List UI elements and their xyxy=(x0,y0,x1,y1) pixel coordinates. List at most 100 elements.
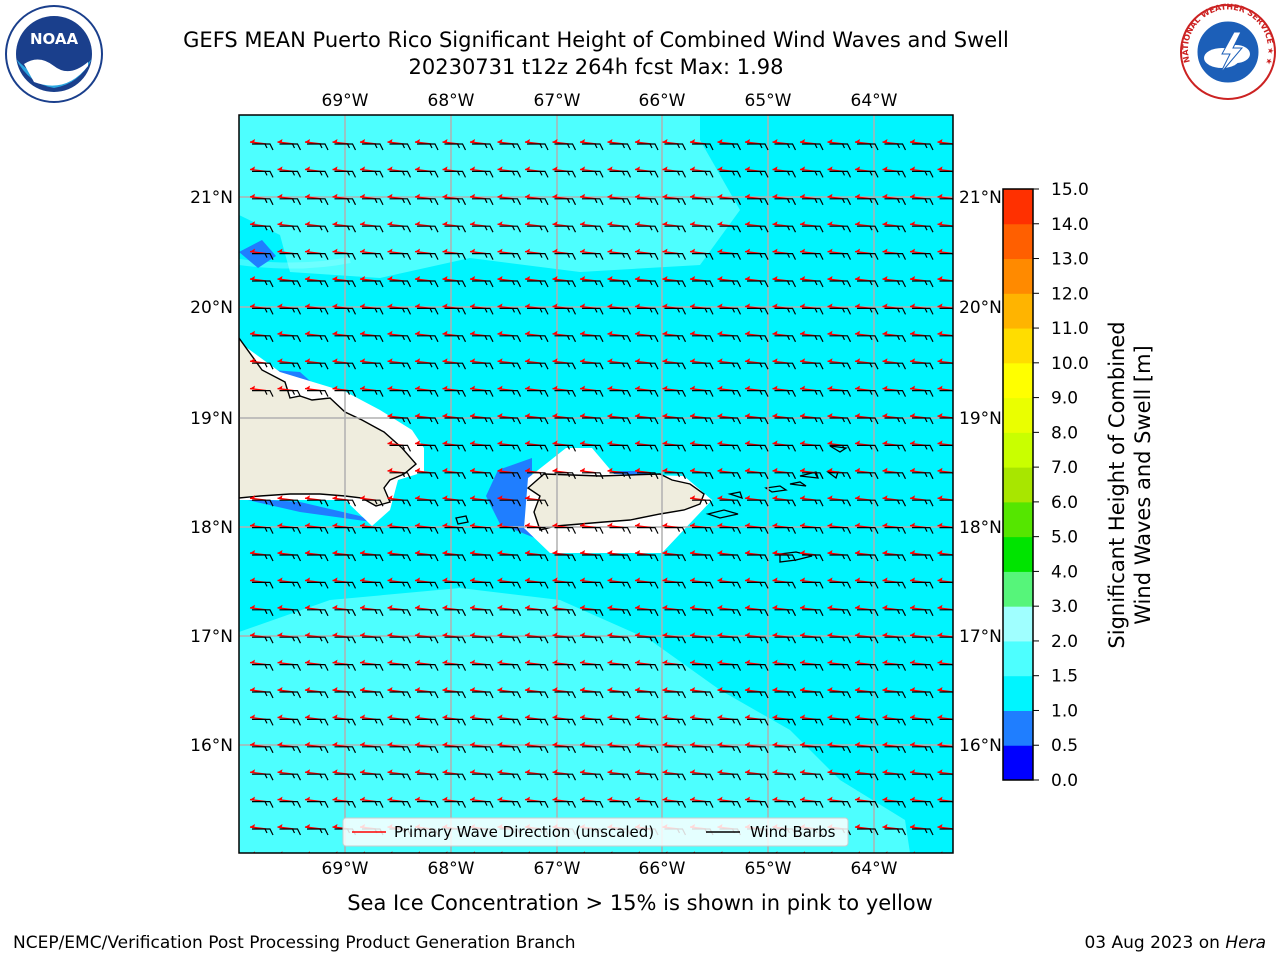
wind-barb xyxy=(417,417,439,425)
wave-arrow-head xyxy=(937,166,943,171)
wind-barb xyxy=(527,143,549,151)
wind-barb xyxy=(554,554,577,562)
wind-barb xyxy=(362,362,384,370)
wind-barb xyxy=(252,225,274,233)
wind-barb xyxy=(472,581,494,589)
wave-arrow-head xyxy=(772,796,778,801)
wind-barb xyxy=(857,225,879,233)
wind-barb xyxy=(664,636,687,644)
wind-barb xyxy=(499,225,522,233)
wind-barb xyxy=(692,636,714,644)
wave-arrow-head xyxy=(745,659,750,664)
longitude-label-top: 65°W xyxy=(745,91,792,111)
footer-date-text: 03 Aug 2023 on xyxy=(1084,933,1226,953)
island-st-thomas xyxy=(764,485,788,493)
wind-barb xyxy=(884,554,907,562)
wave-arrow-head xyxy=(277,659,283,664)
wave-arrow-head xyxy=(442,166,448,171)
wind-barb xyxy=(527,417,549,425)
wind-barb xyxy=(417,143,439,151)
wave-arrow-head xyxy=(332,687,338,691)
wind-barb xyxy=(362,636,384,644)
wave-arrow-head xyxy=(745,166,750,171)
wind-barb xyxy=(884,581,907,589)
wave-arrow-head xyxy=(800,276,805,280)
wave-arrow-head xyxy=(662,440,668,445)
wind-barb xyxy=(829,280,852,288)
wind-barb xyxy=(472,554,494,562)
wind-barb xyxy=(747,198,769,206)
colorbar-segment xyxy=(1003,397,1033,433)
wind-barb xyxy=(582,718,604,726)
colorbar-tick-label: 1.0 xyxy=(1051,701,1078,721)
wind-barb xyxy=(884,362,907,370)
wave-arrow-head xyxy=(745,330,750,335)
wave-arrow-head xyxy=(717,714,723,719)
wind-barb xyxy=(747,554,769,562)
colorbar-segment xyxy=(1003,467,1033,503)
wave-arrow-head xyxy=(827,796,833,801)
wind-barb xyxy=(637,801,659,808)
wave-arrow-head xyxy=(470,193,475,198)
wave-arrow-head xyxy=(745,440,750,445)
wave-arrow-head xyxy=(525,276,530,280)
wave-arrow-head xyxy=(635,714,640,719)
wind-barb xyxy=(554,225,577,233)
wind-barb xyxy=(829,444,852,452)
wind-barb xyxy=(829,718,852,726)
wave-arrow-head xyxy=(882,166,888,171)
wave-arrow-head xyxy=(415,714,420,719)
footer-branch: NCEP/EMC/Verification Post Processing Pr… xyxy=(13,933,576,953)
wave-arrow-head xyxy=(800,577,805,582)
wave-arrow-head xyxy=(442,358,448,363)
wave-arrow-head xyxy=(387,276,393,280)
wind-barb xyxy=(554,581,577,589)
wind-barb xyxy=(857,609,879,617)
wind-barb xyxy=(252,253,274,260)
wind-barb xyxy=(774,225,797,233)
wind-barb xyxy=(829,691,852,699)
wind-barb xyxy=(252,143,274,151)
wave-arrow-head xyxy=(800,467,805,472)
wave-direction-arrow xyxy=(250,854,266,856)
wave-arrow-head xyxy=(745,495,750,500)
wind-barb xyxy=(444,527,467,534)
wave-arrow-head xyxy=(800,769,805,774)
wave-arrow-head xyxy=(360,139,365,143)
wave-arrow-head xyxy=(690,604,695,609)
wind-barb xyxy=(499,773,522,781)
wind-barb xyxy=(912,527,934,534)
wind-barb xyxy=(884,718,907,726)
colorbar-tick-label: 0.5 xyxy=(1051,736,1078,756)
wave-arrow-head xyxy=(662,303,668,308)
wave-arrow-head xyxy=(552,413,558,417)
wind-barb xyxy=(609,801,632,808)
wind-barb xyxy=(884,527,907,534)
wind-barb xyxy=(747,801,769,808)
wind-barb xyxy=(774,390,797,397)
wind-barb xyxy=(637,773,659,781)
wave-arrow-head xyxy=(442,467,448,472)
wind-barb xyxy=(527,773,549,781)
wave-arrow-head xyxy=(305,139,310,143)
wind-barb xyxy=(719,362,742,370)
wave-arrow-head xyxy=(552,221,558,226)
wave-direction-arrow xyxy=(443,854,459,856)
wind-barb xyxy=(802,746,824,754)
wind-barb xyxy=(417,746,439,754)
wind-barb xyxy=(472,664,494,671)
wind-barb xyxy=(637,307,659,315)
wind-barb xyxy=(664,691,687,699)
wind-barb xyxy=(747,280,769,288)
wind-barb xyxy=(664,664,687,671)
wind-barb xyxy=(857,746,879,754)
wave-arrow-head xyxy=(470,413,475,417)
wave-arrow-head xyxy=(937,659,943,664)
wave-arrow-head xyxy=(855,604,860,609)
wave-arrow-head xyxy=(882,467,888,472)
wind-barb xyxy=(499,390,522,397)
wave-arrow-head xyxy=(525,166,530,171)
wave-arrow-head xyxy=(552,550,558,554)
wave-direction-arrow xyxy=(333,854,349,856)
wave-arrow-head xyxy=(800,687,805,691)
